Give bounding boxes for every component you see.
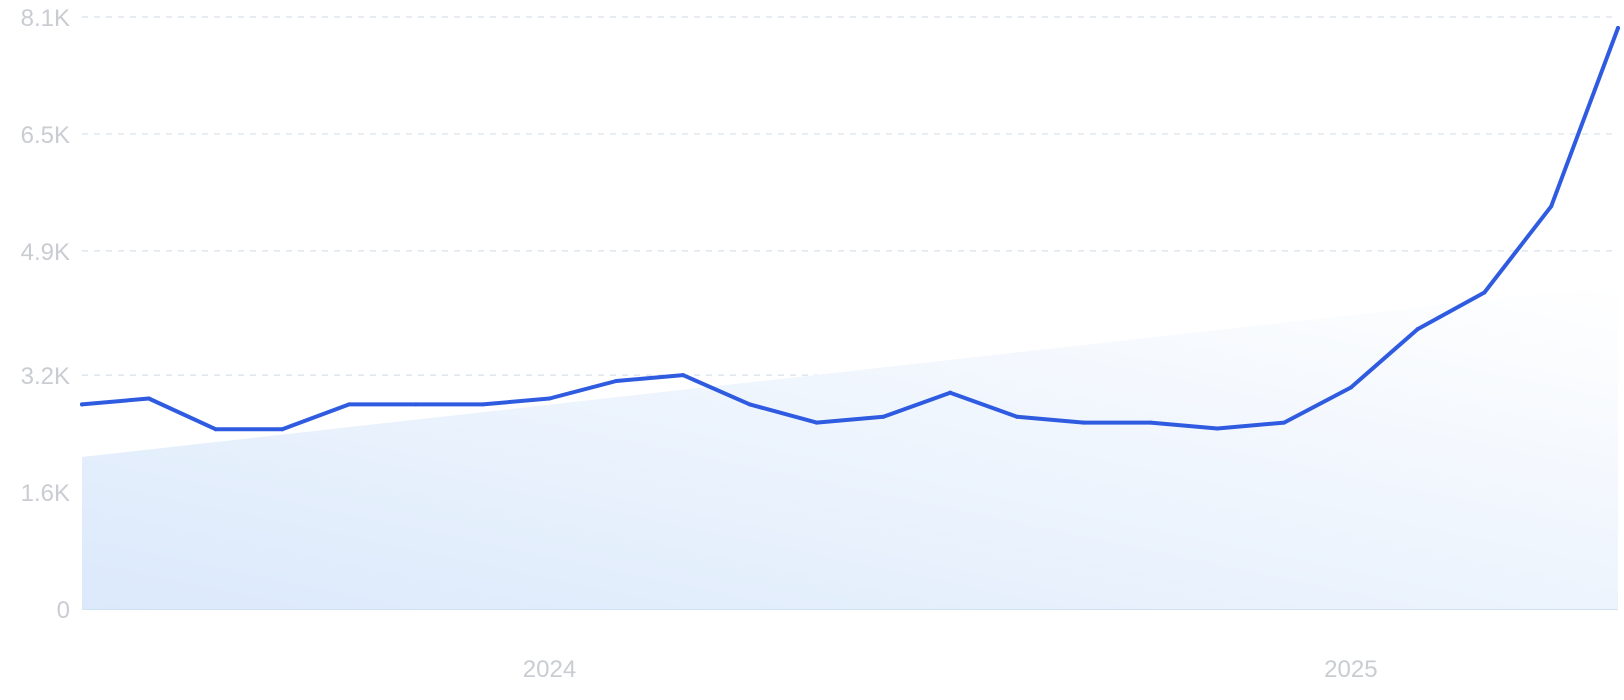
data-point <box>1549 204 1554 209</box>
y-tick-label: 1.6K <box>21 480 70 507</box>
data-point <box>1215 426 1220 431</box>
data-point <box>146 396 151 401</box>
data-point <box>747 402 752 407</box>
data-point <box>814 420 819 425</box>
data-point <box>347 402 352 407</box>
data-point <box>1014 414 1019 419</box>
data-point <box>614 378 619 383</box>
x-tick-label: 2025 <box>1324 656 1377 683</box>
data-point <box>881 414 886 419</box>
y-tick-label: 0 <box>57 597 70 624</box>
data-point <box>280 427 285 432</box>
data-point <box>1081 420 1086 425</box>
data-point <box>547 396 552 401</box>
data-point <box>1348 385 1353 390</box>
data-point <box>681 373 686 378</box>
data-point <box>948 390 953 395</box>
data-point <box>80 402 84 407</box>
y-tick-label: 4.9K <box>21 239 70 266</box>
data-point <box>1616 25 1620 30</box>
data-point <box>1282 420 1287 425</box>
y-tick-label: 6.5K <box>21 122 70 149</box>
data-point <box>1482 290 1487 295</box>
y-tick-label: 3.2K <box>21 363 70 390</box>
data-point <box>413 402 418 407</box>
y-tick-label: 8.1K <box>21 5 70 32</box>
data-point <box>480 402 485 407</box>
data-point <box>1148 420 1153 425</box>
x-tick-label: 2024 <box>523 656 576 683</box>
data-point <box>1415 327 1420 332</box>
trend-area <box>82 285 1618 609</box>
series-line <box>80 26 1620 432</box>
data-point <box>213 427 218 432</box>
